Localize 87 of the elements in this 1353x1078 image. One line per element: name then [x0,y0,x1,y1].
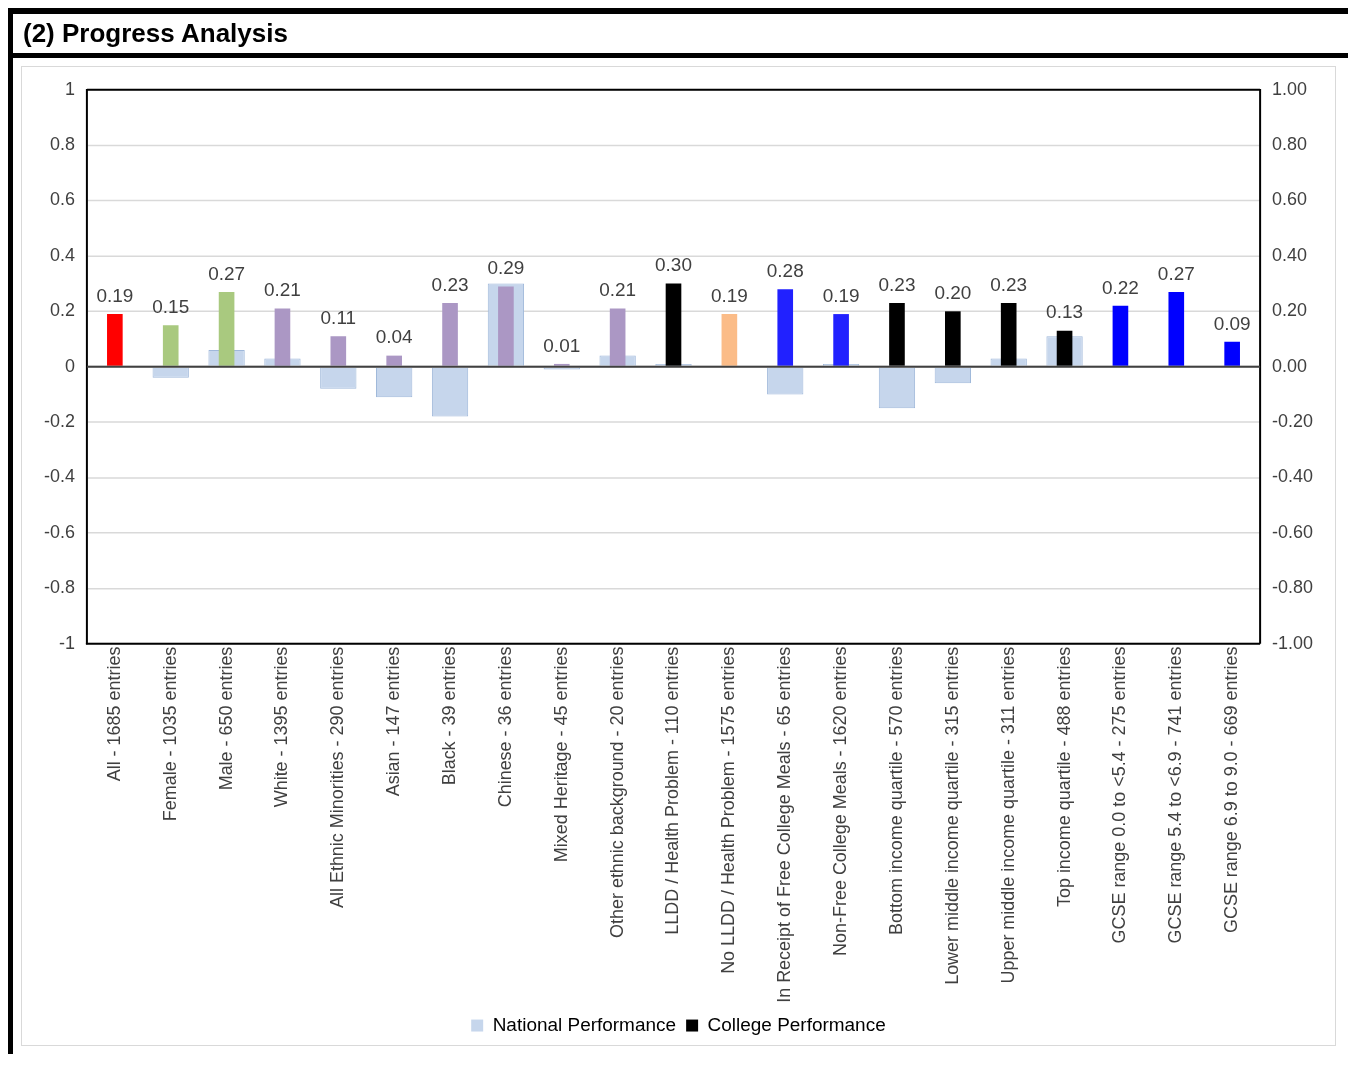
data-label: 0.13 [1046,301,1084,323]
x-tick-label: Top income quartile - 488 entries [1053,646,1074,908]
y-tick-label: -0.2 [43,411,75,432]
bar [162,325,179,366]
x-tick-label: White - 1395 entries [271,646,292,808]
data-label: 0.28 [766,259,804,281]
y2-tick-label: 0.00 [1272,355,1308,376]
y-tick-label: -0.4 [43,466,75,487]
data-label: 0.23 [990,273,1028,295]
bar [1000,303,1017,366]
bar [330,336,347,366]
bar [1224,341,1240,366]
y2-tick-label: 1.00 [1272,78,1308,99]
x-tick-label: All Ethnic Minorities - 290 entries [327,646,348,909]
y2-tick-label: -0.20 [1272,411,1314,432]
chart-title: (2) Progress Analysis [13,8,1348,58]
x-tick-label: GCSE range 0.0 to <5.4 - 275 entries [1109,646,1130,944]
bar [777,289,794,366]
data-label: 0.01 [543,334,581,356]
y2-tick-label: -0.80 [1272,577,1314,598]
y-tick-label: -1 [58,632,75,653]
x-tick-label: Upper middle income quartile - 311 entries [997,646,1018,984]
bar [107,314,123,366]
data-label: 0.30 [655,254,692,276]
bar [218,291,235,366]
bar [498,286,514,366]
bar [609,308,626,366]
y2-tick-label: 0.40 [1272,244,1308,265]
data-label: 0.04 [375,326,413,348]
x-tick-label: Other ethnic background - 20 entries [606,646,627,938]
y-tick-label: 0.6 [49,189,75,210]
y2-tick-label: -0.60 [1272,521,1314,542]
data-label: 0.15 [152,295,190,317]
bar [1168,291,1185,366]
legend-label: College Performance [707,1013,886,1035]
data-label: 0.11 [320,307,357,328]
data-label: 0.19 [822,284,860,306]
x-tick-label: GCSE range 6.9 to 9.0 - 669 entries [1221,646,1242,933]
y-tick-label: -0.6 [43,521,75,542]
bar [1056,330,1073,366]
data-label: 0.21 [264,279,301,301]
data-label: 0.23 [878,273,916,295]
x-tick-label: Female - 1035 entries [159,646,180,822]
data-label: 0.27 [208,262,246,284]
data-label: 0.29 [487,257,525,279]
data-label: 0.21 [599,279,637,301]
x-tick-label: All - 1685 entries [103,646,124,782]
bar [945,311,961,366]
bar [665,283,682,366]
x-tick-label: No LLDD / Health Problem - 1575 entries [718,646,739,974]
x-tick-label: Male - 650 entries [215,646,236,791]
y2-tick-label: 0.80 [1272,134,1308,155]
x-tick-label: Bottom income quartile - 570 entries [885,646,906,935]
x-tick-label: Chinese - 36 entries [494,646,515,808]
x-tick-label: Mixed Heritage - 45 entries [550,646,571,863]
x-tick-label: Asian - 147 entries [383,646,404,797]
y2-tick-label: -0.40 [1272,466,1314,487]
bar [721,314,738,366]
x-tick-label: In Receipt of Free College Meals - 65 entries [774,646,795,1003]
y2-tick-label: 0.60 [1272,189,1308,210]
data-label: 0.09 [1213,312,1251,334]
bar [889,303,905,366]
bar [274,308,291,366]
bar [833,314,849,366]
x-tick-label: Black - 39 entries [439,646,459,786]
y-tick-label: -0.8 [43,577,75,598]
y-tick-label: 0.2 [49,300,75,321]
y2-tick-label: -1.00 [1272,632,1314,653]
x-tick-label: Lower middle income quartile - 315 entries [941,646,962,985]
x-tick-label: Non-Free College Meals - 1620 entries [830,646,851,956]
x-tick-label: GCSE range 5.4 to <6.9 - 741 entries [1165,646,1186,944]
y2-tick-label: 0.20 [1272,300,1308,321]
legend-label: National Performance [492,1013,677,1035]
y-tick-label: 1 [64,78,75,99]
bar [386,355,402,366]
bar [442,303,458,366]
y-tick-label: 0 [64,355,75,376]
data-label: 0.23 [431,273,469,295]
y-tick-label: 0.4 [49,244,75,265]
data-label: 0.19 [710,284,748,306]
data-label: 0.20 [934,282,972,304]
data-label: 0.22 [1101,276,1139,298]
data-label: 0.27 [1157,262,1195,284]
data-label: 0.19 [96,284,134,306]
y-tick-label: 0.8 [49,134,75,155]
x-tick-label: LLDD / Health Problem - 110 entries [662,646,683,935]
bar [1112,305,1129,366]
